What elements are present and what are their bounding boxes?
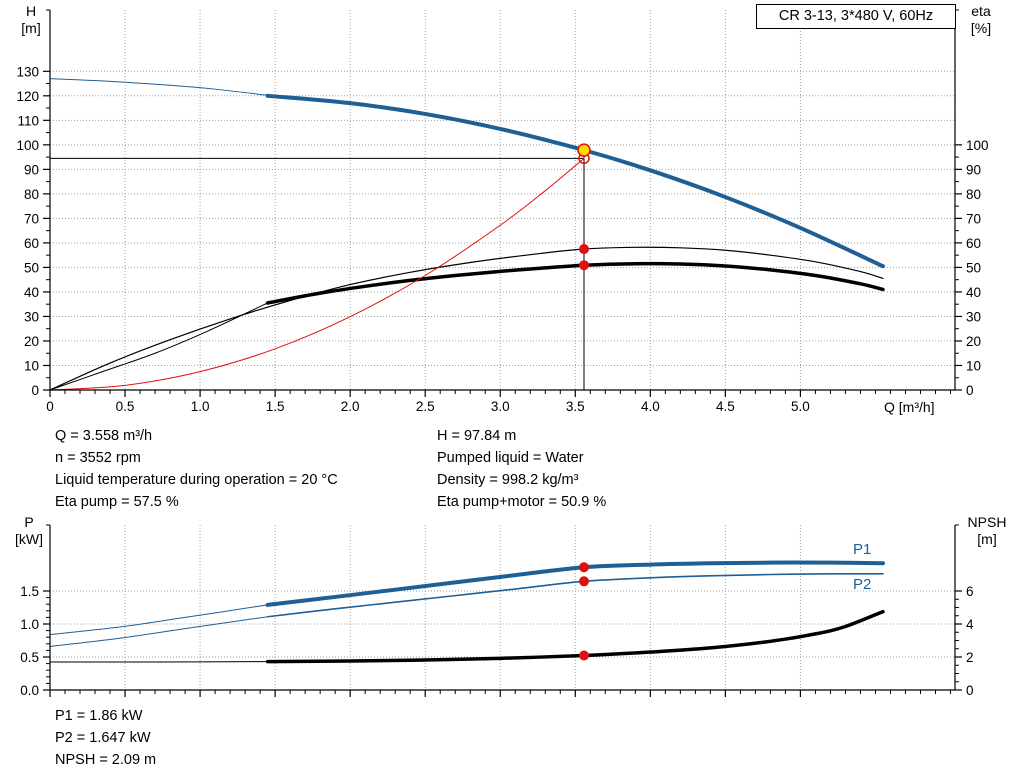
npsh-axis-unit: [m] (977, 531, 997, 547)
y-left-tick-label: 50 (24, 260, 39, 275)
y-right-tick-label: 70 (966, 211, 981, 226)
y-right-tick-label: 6 (966, 584, 974, 599)
y-left-tick-label: 1.5 (20, 584, 39, 599)
y-left-tick-label: 60 (24, 236, 39, 251)
eta-axis-title: eta [%] (958, 3, 1004, 37)
y-right-tick-label: 40 (966, 285, 981, 300)
p1-dot (578, 562, 589, 573)
y-left-tick-label: 120 (16, 89, 39, 104)
h-axis-title: H [m] (10, 3, 52, 37)
p-axis-title: P [kW] (6, 514, 52, 548)
info-density: Density = 998.2 kg/m³ (437, 472, 579, 488)
x-tick-label: 4.5 (716, 399, 735, 414)
operating-data-left: Q = 3.558 m³/h n = 3552 rpm Liquid tempe… (55, 425, 338, 513)
y-right-tick-label: 0 (966, 383, 974, 398)
npsh-dot (578, 650, 589, 661)
y-left-tick-label: 90 (24, 162, 39, 177)
eta-pump-motor-dot (578, 260, 589, 271)
y-left-tick-label: 20 (24, 334, 39, 349)
h-axis-symbol: H (25, 3, 37, 19)
y-left-tick-label: 1.0 (20, 617, 39, 632)
operating-data-right: H = 97.84 m Pumped liquid = Water Densit… (437, 425, 606, 513)
eta-pump-dot (578, 244, 589, 255)
y-right-tick-label: 2 (966, 650, 974, 665)
qh-chart-svg: 0 0.5 1.0 1.5 2.0 2.5 3.0 3.5 4.0 4.5 5.0 0 10 20 30 40… (16, 9, 989, 414)
y-right-tick-label: 20 (966, 334, 981, 349)
x-tick-label: 2.5 (416, 399, 435, 414)
y-left-tick-label: 30 (24, 309, 39, 324)
x-tick-label: 5.0 (791, 399, 810, 414)
x-tick-label: 2.0 (341, 399, 360, 414)
h-axis-unit: [m] (21, 20, 41, 36)
npsh-axis-symbol: NPSH (967, 514, 1007, 530)
info-eta-pump: Eta pump = 57.5 % (55, 494, 179, 510)
info-eta-pump-motor: Eta pump+motor = 50.9 % (437, 494, 607, 510)
info-p1: P1 = 1.86 kW (55, 708, 143, 724)
npsh-axis-title: NPSH [m] (956, 514, 1018, 548)
p2-dot (578, 576, 589, 587)
p1-curve-label: P1 (853, 541, 871, 558)
y-right-tick-label: 60 (966, 236, 981, 251)
y-left-tick-label: 130 (16, 64, 39, 79)
y-right-tick-label: 10 (966, 358, 981, 373)
p1-curve (265, 560, 885, 607)
p-axis-symbol: P (24, 514, 34, 530)
x-tick-label: 3.5 (566, 399, 585, 414)
info-npsh: NPSH = 2.09 m (55, 752, 157, 768)
q-axis-title: Q [m³/h] (884, 399, 935, 415)
y-left-tick-label: 70 (24, 211, 39, 226)
x-tick-label: 3.0 (491, 399, 510, 414)
x-tick-label: 1.0 (191, 399, 210, 414)
y-left-tick-label: 110 (17, 113, 39, 128)
y-right-tick-label: 30 (966, 309, 981, 324)
p-axis-unit: [kW] (15, 531, 43, 547)
eta-pump-motor-curve-extrapolated (49, 302, 269, 391)
y-left-tick-label: 80 (24, 187, 39, 202)
eta-axis-unit: [%] (970, 20, 992, 36)
eta-pump-curve (49, 246, 884, 391)
p1-curve-extrapolated (49, 604, 269, 636)
x-tick-label: 1.5 (266, 399, 285, 414)
power-data: P1 = 1.86 kW P2 = 1.647 kW NPSH = 2.09 m (55, 705, 156, 771)
npsh-curve (265, 609, 885, 664)
info-p2: P2 = 1.647 kW (55, 730, 151, 746)
info-head: H = 97.84 m (437, 428, 517, 444)
eta-axis-symbol: eta (971, 3, 991, 19)
info-speed: n = 3552 rpm (55, 450, 141, 466)
system-curve (49, 157, 585, 391)
x-tick-label: 4.0 (641, 399, 660, 414)
y-left-tick-label: 10 (24, 358, 39, 373)
h-curve-extrapolated (49, 78, 269, 96)
pump-model-badge: CR 3-13, 3*480 V, 60Hz (756, 4, 956, 29)
y-right-tick-label: 80 (966, 187, 981, 202)
y-left-tick-label: 0.0 (20, 683, 39, 698)
y-right-tick-label: 90 (966, 162, 981, 177)
y-left-tick-label: 0 (31, 383, 39, 398)
power-npsh-chart-svg: 0.0 0.5 1.0 1.5 0 2 4 6 P1 P2 (20, 524, 974, 698)
p2-curve-label: P2 (853, 576, 871, 593)
info-pumped-liquid: Pumped liquid = Water (437, 450, 584, 466)
y-left-tick-label: 40 (24, 285, 39, 300)
x-tick-label: 0.5 (116, 399, 135, 414)
y-right-tick-label: 4 (966, 617, 974, 632)
p2-curve-extrapolated (49, 616, 269, 647)
info-liquid-temperature: Liquid temperature during operation = 20… (55, 472, 338, 488)
info-flow: Q = 3.558 m³/h (55, 428, 153, 444)
y-right-tick-label: 0 (966, 683, 974, 698)
y-left-tick-label: 0.5 (20, 650, 39, 665)
duty-point-marker (577, 143, 591, 157)
y-left-tick-label: 100 (16, 138, 39, 153)
y-right-tick-label: 100 (966, 138, 989, 153)
x-tick-label: 0 (46, 399, 54, 414)
y-right-tick-label: 50 (966, 260, 981, 275)
